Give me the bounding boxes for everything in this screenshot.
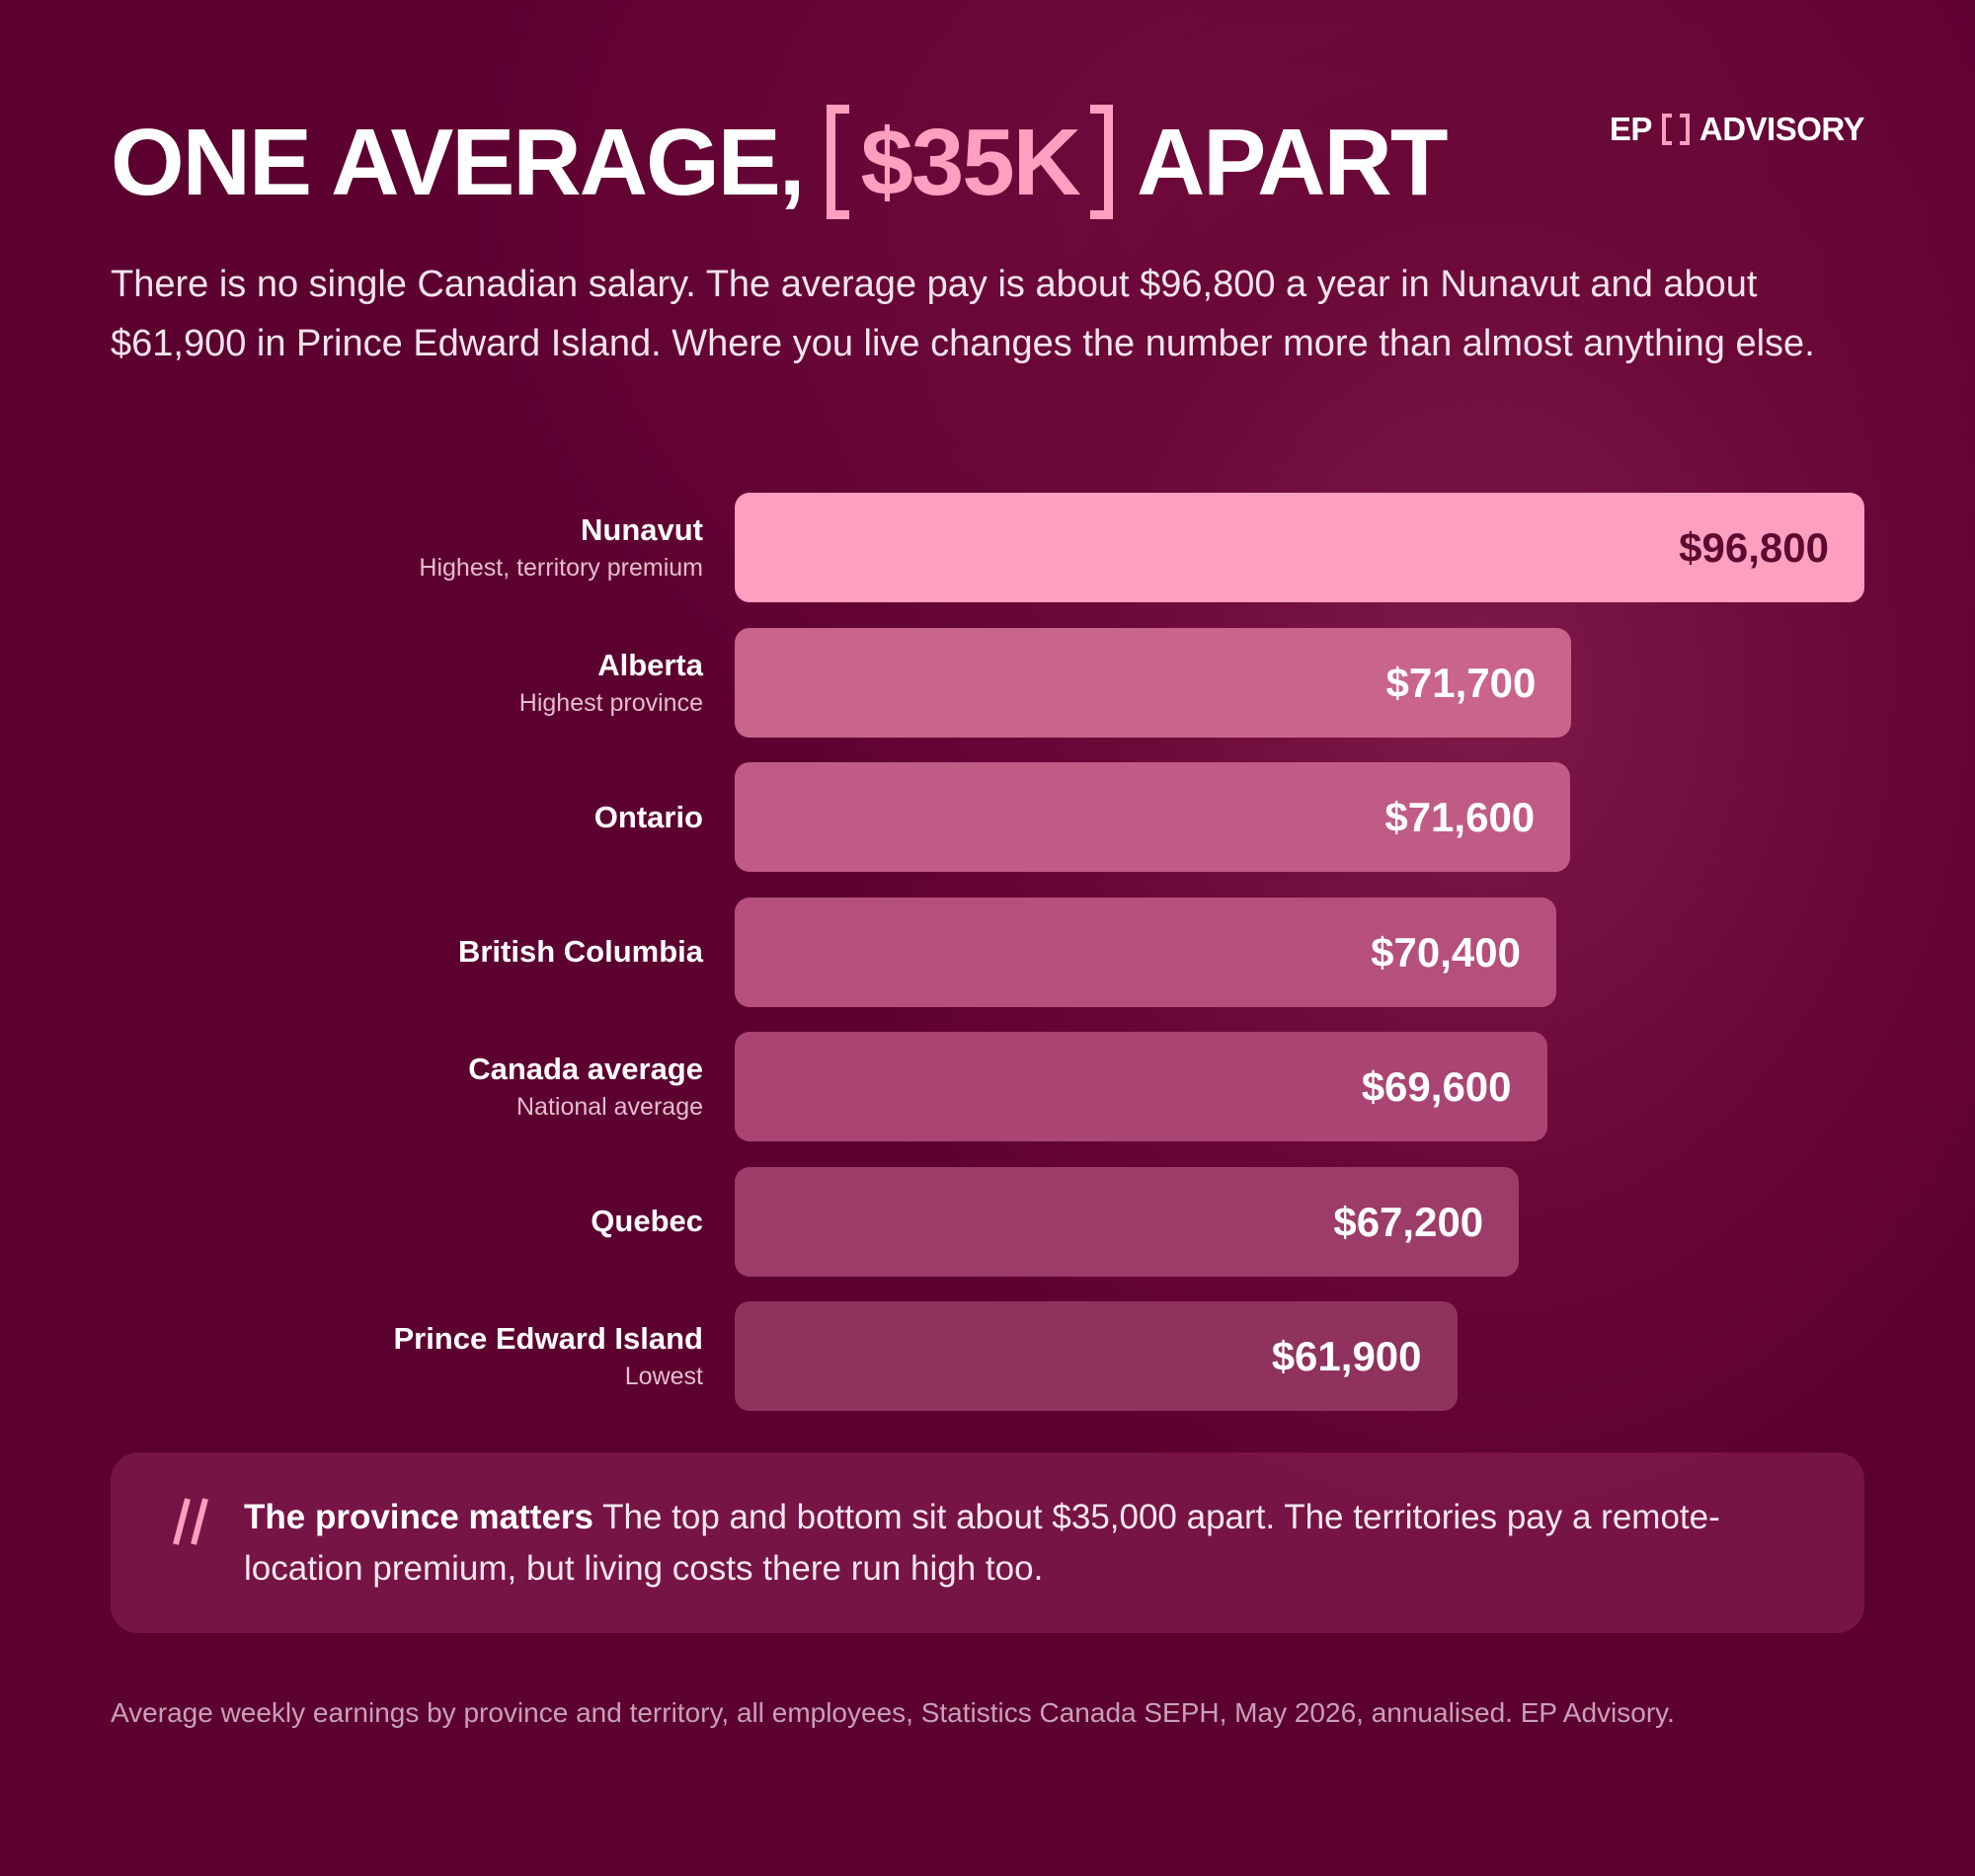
category-note: Lowest <box>624 1363 703 1390</box>
category-name: Prince Edward Island <box>393 1321 703 1356</box>
bar: $61,900 <box>735 1301 1458 1411</box>
bar-row: British Columbia $70,400 <box>0 897 1975 1007</box>
category-name: Canada average <box>468 1052 703 1086</box>
subtitle: There is no single Canadian salary. The … <box>111 264 1815 364</box>
callout: The province matters The top and bottom … <box>111 1452 1864 1633</box>
quote-icon <box>173 1498 208 1545</box>
callout-text: The province matters The top and bottom … <box>244 1492 1804 1595</box>
category-note: National average <box>515 1093 703 1121</box>
bar-row: Prince Edward Island Lowest $61,900 <box>0 1301 1975 1411</box>
brand: EP ADVISORY <box>1609 111 1865 148</box>
value-label: $70,400 <box>1371 928 1521 976</box>
category-note: Highest, territory premium <box>419 554 703 582</box>
category-label: Canada average National average <box>468 1032 703 1141</box>
category-label: Alberta Highest province <box>519 628 703 738</box>
category-name: Nunavut <box>581 512 703 547</box>
category-label: Prince Edward Island Lowest <box>393 1301 703 1411</box>
category-label: Quebec <box>591 1167 703 1277</box>
bar: $71,600 <box>735 762 1571 872</box>
title-highlight: $35K <box>827 105 1113 219</box>
brand-text: ADVISORY <box>1698 111 1865 147</box>
bar: $67,200 <box>735 1166 1520 1277</box>
category-name: British Columbia <box>457 934 703 969</box>
bar: $69,600 <box>735 1032 1547 1141</box>
category-name: Quebec <box>591 1204 703 1238</box>
category-label: Nunavut Highest, territory premium <box>419 493 703 602</box>
bar-row: Nunavut Highest, territory premium $96,800 <box>0 493 1975 602</box>
value-label: $96,800 <box>1679 524 1829 571</box>
value-label: $61,900 <box>1271 1333 1422 1379</box>
bar: $96,800 <box>735 493 1864 602</box>
bar-row: Ontario $71,600 <box>0 762 1975 872</box>
value-label: $71,600 <box>1384 794 1536 840</box>
bar-row: Quebec $67,200 <box>0 1166 1975 1277</box>
callout-heading: The province matters <box>244 1498 593 1536</box>
category-label: British Columbia <box>458 898 703 1007</box>
bar-row: Canada average National average $69,600 <box>0 1032 1975 1141</box>
bar: $70,400 <box>735 897 1556 1007</box>
brand-bracket <box>1661 114 1672 145</box>
title-text: ONE AVERAGE, <box>111 110 805 215</box>
brand-bracket <box>1679 114 1690 145</box>
bar: $71,700 <box>735 627 1572 738</box>
title: ONE AVERAGE, $35K APART <box>111 105 1449 219</box>
category-name: Ontario <box>593 799 703 834</box>
category-note: Highest province <box>518 688 703 717</box>
brand-text: EP <box>1609 111 1653 147</box>
value-label: $69,600 <box>1361 1063 1512 1110</box>
category-name: Alberta <box>597 647 703 682</box>
category-label: Ontario <box>594 762 703 872</box>
callout-body: The top and bottom sit about $35,000 apa… <box>244 1498 1720 1588</box>
value-label: $71,700 <box>1385 659 1537 706</box>
source: Average weekly earnings by province and … <box>111 1697 1675 1728</box>
value-label: $67,200 <box>1333 1198 1484 1245</box>
title-text: APART <box>1136 110 1449 215</box>
bar-row: Alberta Highest province $71,700 <box>0 627 1975 738</box>
